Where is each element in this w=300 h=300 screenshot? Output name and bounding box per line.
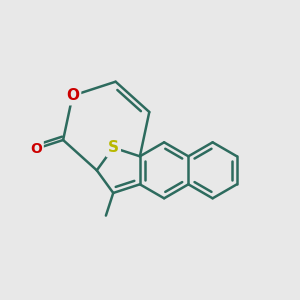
Text: S: S (108, 140, 119, 155)
Text: O: O (66, 88, 79, 103)
Text: O: O (31, 142, 42, 156)
